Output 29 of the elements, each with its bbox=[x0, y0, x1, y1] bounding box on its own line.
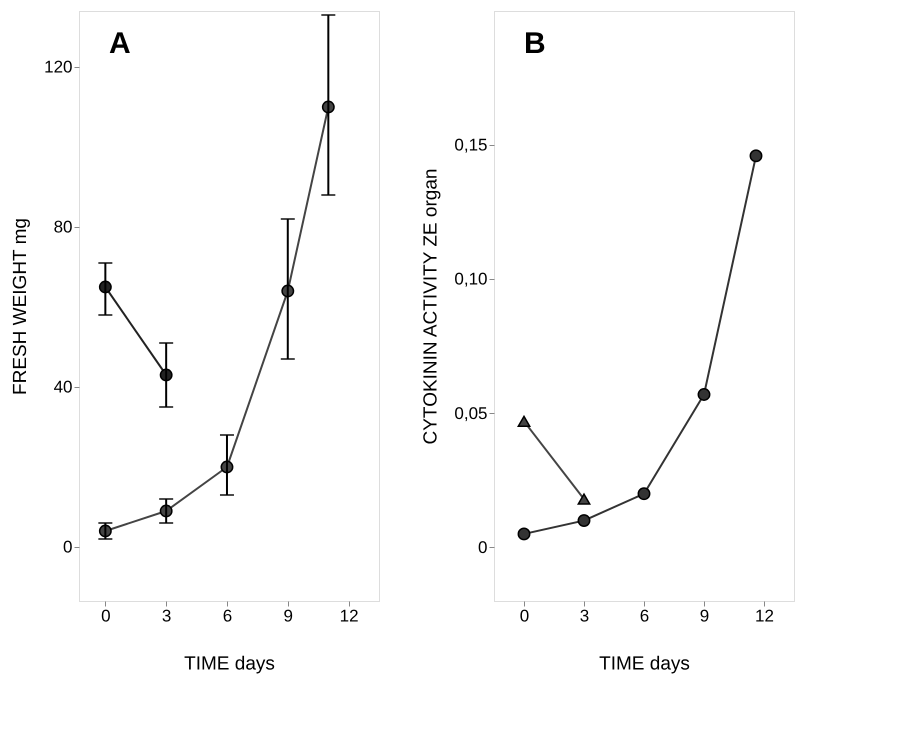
x-axis-title: TIME days bbox=[184, 654, 275, 674]
x-tick-label: 12 bbox=[755, 606, 774, 626]
y-axis-title: FRESH WEIGHT mg bbox=[10, 218, 32, 395]
point bbox=[638, 487, 650, 500]
y-tick-label: 0 bbox=[63, 538, 72, 556]
x-tick-label: 9 bbox=[284, 606, 294, 626]
x-tick-label: 6 bbox=[640, 606, 650, 626]
y-tick-label: 40 bbox=[54, 378, 72, 396]
text: A bbox=[109, 27, 131, 60]
x-axis-title: TIME days bbox=[599, 654, 690, 674]
y-tick-label: 0 bbox=[478, 538, 488, 557]
y-tick-label: 120 bbox=[44, 58, 72, 76]
x-tick-label: 3 bbox=[580, 606, 590, 626]
point bbox=[578, 514, 590, 527]
y-tick-label: 80 bbox=[54, 218, 72, 236]
y-tick-label: 0,10 bbox=[454, 270, 488, 289]
y-tick-label: 0,15 bbox=[454, 136, 488, 155]
point bbox=[518, 528, 530, 540]
y-axis-title: CYTOKININ ACTIVITY ZE organ bbox=[420, 168, 442, 444]
x-tick-label: 6 bbox=[222, 606, 232, 626]
x-tick-label: 12 bbox=[340, 606, 359, 626]
point bbox=[750, 149, 762, 162]
x-tick-label: 0 bbox=[101, 606, 111, 626]
x-tick-label: 3 bbox=[162, 606, 172, 626]
x-tick-label: 0 bbox=[520, 606, 530, 626]
text: B bbox=[524, 27, 546, 60]
point bbox=[698, 388, 710, 401]
x-tick-label: 9 bbox=[700, 606, 710, 626]
y-tick-label: 0,05 bbox=[454, 404, 488, 423]
